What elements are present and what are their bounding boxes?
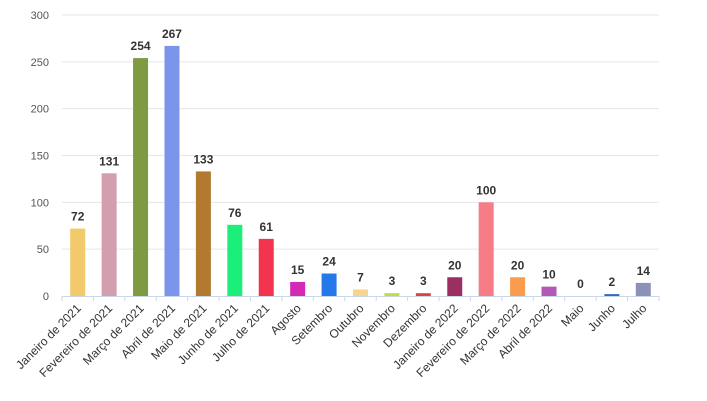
bar[interactable] [321, 273, 337, 296]
bar[interactable] [447, 277, 463, 296]
bar[interactable] [541, 286, 557, 296]
data-label: 61 [260, 220, 274, 234]
data-label: 14 [637, 264, 651, 278]
data-label: 10 [542, 268, 556, 282]
data-label: 20 [511, 258, 525, 272]
data-label: 0 [577, 277, 584, 291]
data-label: 131 [99, 154, 119, 168]
bar[interactable] [227, 224, 243, 296]
y-tick-label: 150 [31, 151, 49, 163]
bar[interactable] [415, 293, 431, 296]
y-tick-label: 300 [31, 10, 49, 22]
y-tick-label: 0 [43, 291, 49, 303]
data-label: 133 [193, 152, 213, 166]
data-label: 3 [389, 274, 396, 288]
data-label: 72 [71, 210, 85, 224]
data-label: 2 [609, 275, 616, 289]
y-tick-label: 100 [31, 197, 49, 209]
data-label: 24 [322, 255, 336, 269]
bar[interactable] [353, 289, 368, 296]
x-category-label: Junho [585, 301, 618, 334]
bar[interactable] [290, 281, 306, 296]
y-tick-label: 250 [31, 57, 49, 69]
bar[interactable] [384, 293, 400, 296]
data-label: 15 [291, 263, 305, 277]
y-tick-label: 200 [31, 104, 49, 116]
data-label: 254 [131, 39, 151, 53]
data-label: 3 [420, 274, 427, 288]
bar[interactable] [101, 173, 117, 296]
x-category-label: Julho [619, 301, 649, 331]
bar[interactable] [258, 238, 274, 296]
data-label: 20 [448, 258, 462, 272]
data-label: 100 [476, 183, 496, 197]
y-axis-tick-labels: 0 50 100 150 200 250 300 [31, 10, 49, 303]
bar[interactable] [478, 202, 494, 296]
gridlines [62, 14, 659, 250]
bar[interactable] [70, 228, 86, 296]
bar[interactable] [195, 171, 211, 296]
x-category-label: Maio [558, 301, 587, 330]
data-label: 267 [162, 27, 182, 41]
data-label: 76 [228, 206, 242, 220]
bar[interactable] [164, 45, 180, 296]
bars [70, 45, 651, 296]
bar[interactable] [604, 294, 620, 296]
y-tick-label: 50 [37, 244, 49, 256]
bar[interactable] [133, 58, 149, 296]
data-label: 7 [357, 270, 364, 284]
bar[interactable] [635, 282, 651, 296]
bar[interactable] [510, 277, 526, 296]
x-axis [61, 296, 660, 301]
